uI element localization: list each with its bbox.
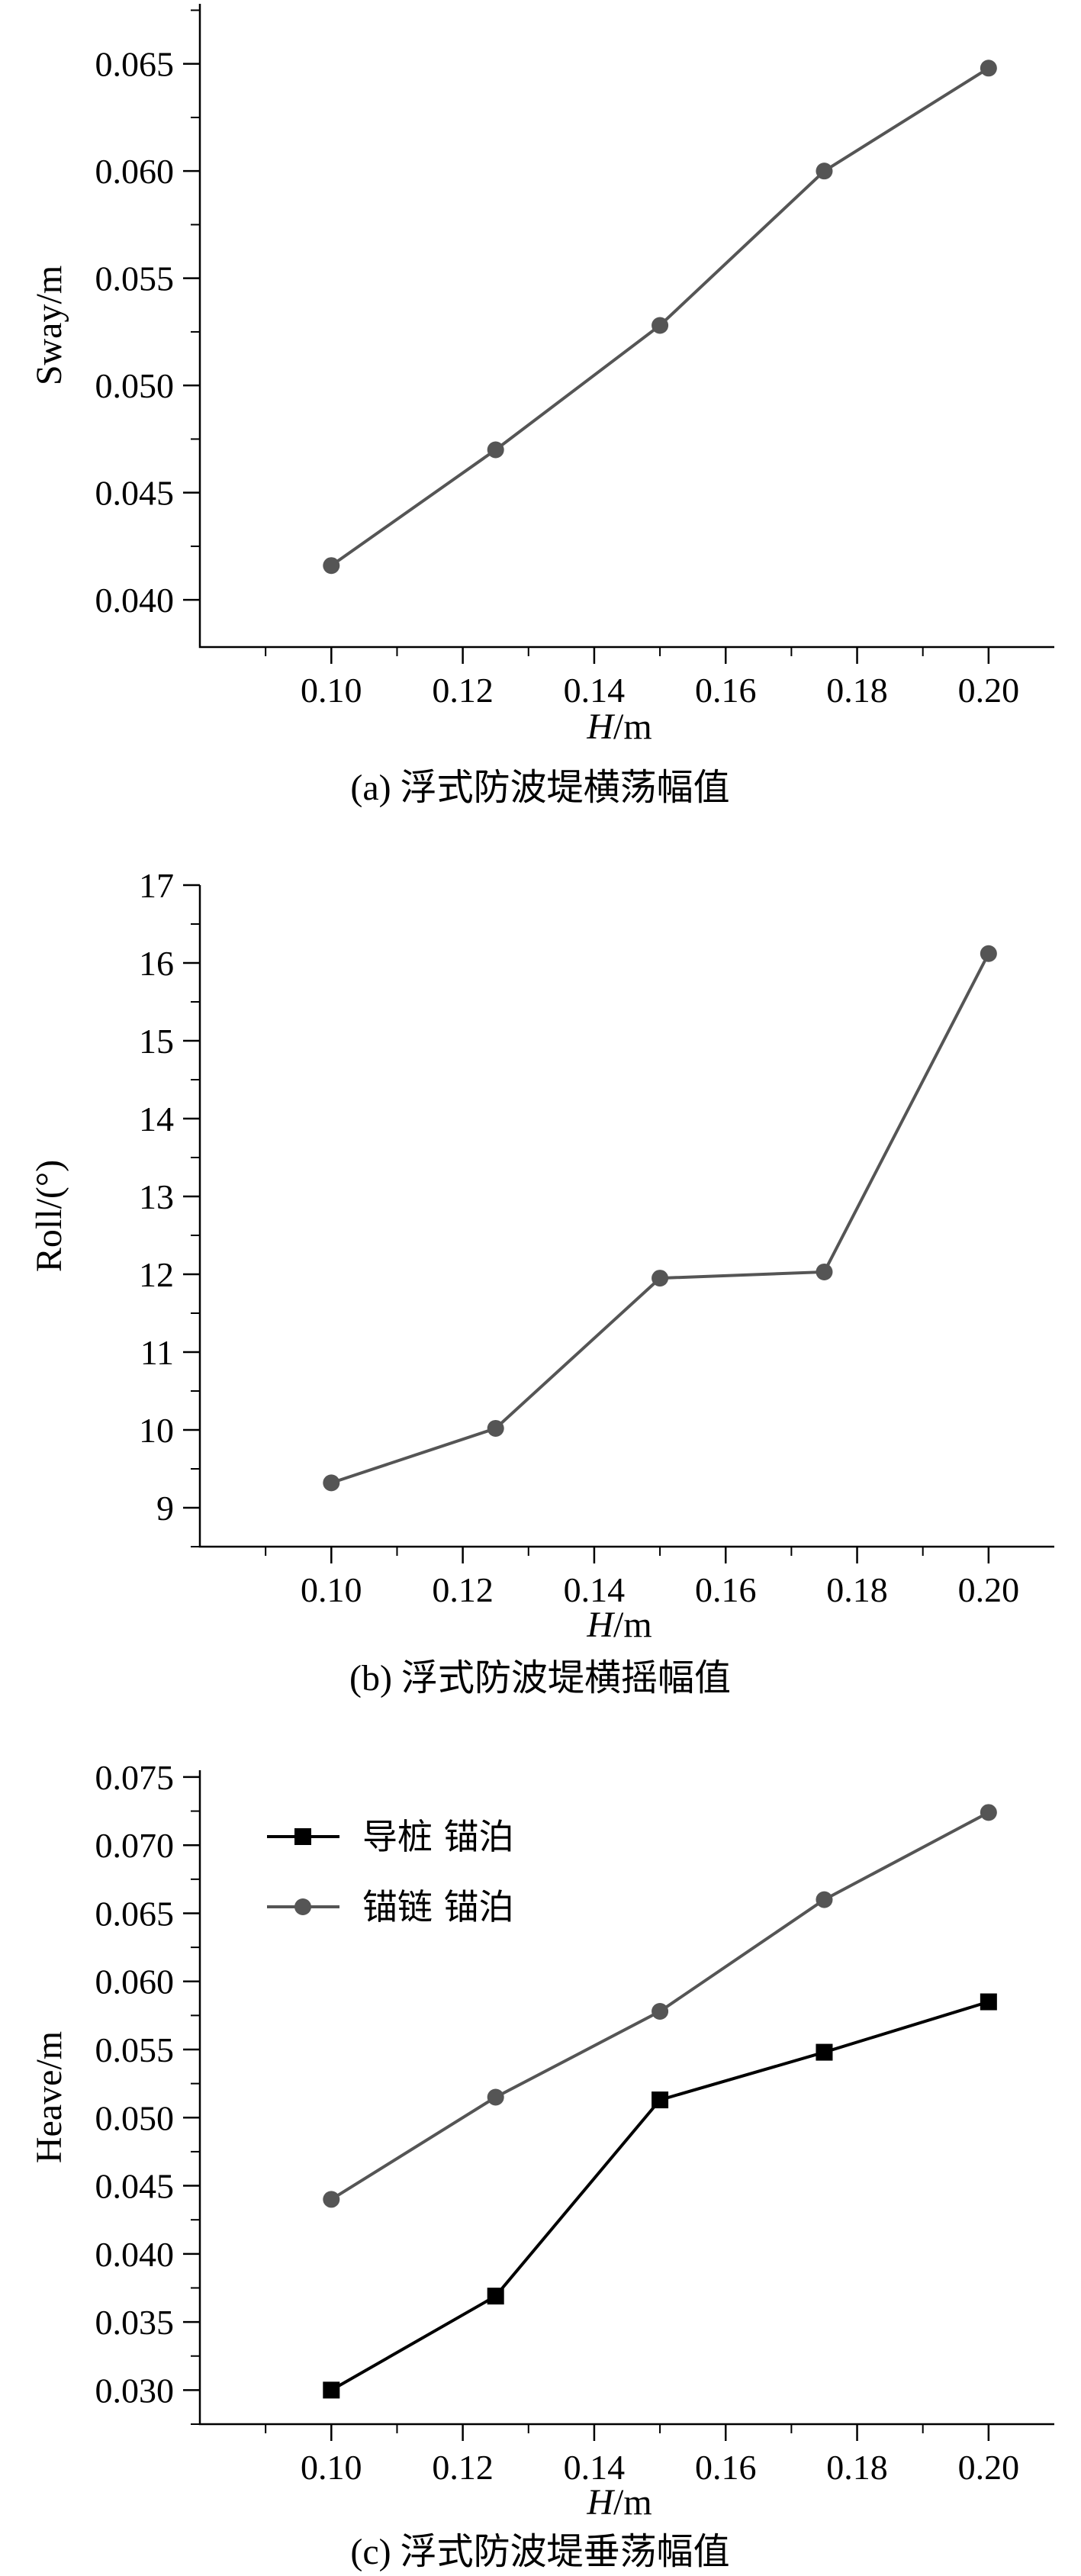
sway-x-tick-label: 0.14 bbox=[564, 671, 626, 710]
sway-y-tick-label: 0.065 bbox=[95, 45, 175, 84]
heave-y-tick-label: 0.040 bbox=[95, 2235, 175, 2274]
roll-chart: 0.10 0.12 0.14 0.16 0.18 0.20 9 10 11 12 13 14 15 16 1… bbox=[29, 866, 1054, 1699]
roll-x-axis-title: H/m bbox=[586, 1605, 651, 1645]
sway-series-line-0 bbox=[330, 66, 989, 567]
heave-x-tick-label: 0.16 bbox=[695, 2448, 757, 2487]
roll-data-point bbox=[323, 1474, 340, 1492]
chart-panel-sway: 0.10 0.12 0.14 0.16 0.18 0.20 0.040 0.045 0.050 0… bbox=[0, 0, 1081, 824]
heave-data-point bbox=[980, 1804, 997, 1821]
heave-data-point bbox=[816, 1891, 833, 1908]
sway-y-tick-label: 0.055 bbox=[95, 259, 175, 298]
heave-y-tick-label: 0.050 bbox=[95, 2098, 175, 2137]
roll-axes bbox=[198, 885, 1054, 1548]
sway-data-point bbox=[487, 441, 504, 459]
sway-chart: 0.10 0.12 0.14 0.16 0.18 0.20 0.040 0.045 0.050 0… bbox=[29, 4, 1054, 808]
sway-x-tick-label: 0.12 bbox=[432, 671, 494, 710]
heave-data-point bbox=[980, 1993, 997, 2011]
chart-panel-heave: 0.10 0.12 0.14 0.16 0.18 0.20 0.030 0.035 0.040 0… bbox=[0, 1724, 1081, 2576]
heave-chart: 0.10 0.12 0.14 0.16 0.18 0.20 0.030 0.035 0.040 0… bbox=[29, 1758, 1054, 2572]
heave-y-tick-label: 0.055 bbox=[95, 2030, 175, 2069]
sway-x-tick-label: 0.20 bbox=[958, 671, 1020, 710]
roll-y-tick-label: 16 bbox=[139, 944, 174, 983]
sway-caption: (a) 浮式防波堤横荡幅值 bbox=[350, 768, 729, 808]
roll-x-tick-label: 0.10 bbox=[301, 1570, 362, 1609]
roll-data-point bbox=[487, 1419, 504, 1437]
sway-y-tick-label: 0.060 bbox=[95, 152, 175, 191]
roll-series-line-0 bbox=[330, 952, 990, 1485]
roll-data-point bbox=[816, 1263, 833, 1280]
heave-data-point bbox=[487, 2288, 504, 2305]
roll-y-tick-label: 10 bbox=[139, 1411, 174, 1450]
sway-x-tick-label: 0.18 bbox=[826, 671, 888, 710]
legend-label: 导桩 锚泊 bbox=[362, 1816, 514, 1857]
legend-label: 锚链 锚泊 bbox=[362, 1886, 514, 1927]
sway-data-point bbox=[980, 60, 997, 77]
roll-y-tick-label: 12 bbox=[139, 1255, 174, 1294]
roll-caption: (b) 浮式防波堤横摇幅值 bbox=[349, 1658, 731, 1699]
roll-y-tick-label: 15 bbox=[139, 1022, 174, 1061]
legend-marker bbox=[294, 1828, 311, 1845]
sway-x-tick-label: 0.10 bbox=[301, 671, 362, 710]
roll-x-tick-label: 0.14 bbox=[564, 1570, 626, 1609]
heave-y-tick-label: 0.070 bbox=[95, 1826, 175, 1865]
roll-x-tick-label: 0.12 bbox=[432, 1570, 494, 1609]
heave-data-point bbox=[816, 2043, 833, 2061]
roll-data-point bbox=[651, 1270, 669, 1287]
heave-y-tick-label: 0.075 bbox=[95, 1758, 175, 1797]
sway-x-axis-title: H/m bbox=[586, 707, 651, 747]
sway-y-tick-label: 0.040 bbox=[95, 581, 175, 620]
roll-y-tick-label: 14 bbox=[139, 1100, 174, 1138]
sway-y-tick-label: 0.050 bbox=[95, 366, 175, 405]
heave-x-tick-label: 0.10 bbox=[301, 2448, 362, 2487]
heave-x-tick-label: 0.12 bbox=[432, 2448, 494, 2487]
sway-x-tick-label: 0.16 bbox=[695, 671, 757, 710]
sway-y-tick-label: 0.045 bbox=[95, 474, 175, 513]
sway-data-point bbox=[323, 557, 340, 575]
sway-data-point bbox=[816, 163, 833, 180]
chart-panel-roll: 0.10 0.12 0.14 0.16 0.18 0.20 9 10 11 12 13 14 15 16 1… bbox=[0, 847, 1081, 1702]
roll-x-tick-label: 0.18 bbox=[826, 1570, 888, 1609]
heave-x-tick-label: 0.14 bbox=[564, 2448, 626, 2487]
roll-y-tick-label: 9 bbox=[156, 1489, 174, 1528]
heave-series-line-0 bbox=[330, 2000, 989, 2392]
roll-data-point bbox=[980, 945, 997, 962]
heave-data-point bbox=[651, 2003, 669, 2021]
heave-data-point bbox=[323, 2191, 340, 2208]
heave-data-point bbox=[651, 2091, 669, 2109]
heave-x-axis-title: H/m bbox=[586, 2482, 651, 2523]
sway-data-point bbox=[651, 317, 669, 334]
heave-y-tick-label: 0.065 bbox=[95, 1894, 175, 1933]
roll-y-axis-title: Roll/(°) bbox=[29, 1160, 69, 1272]
sway-axes bbox=[198, 4, 1054, 649]
heave-data-point bbox=[323, 2381, 340, 2399]
heave-data-point bbox=[487, 2088, 504, 2106]
roll-x-tick-label: 0.20 bbox=[958, 1570, 1020, 1609]
heave-y-tick-label: 0.060 bbox=[95, 1963, 175, 2001]
roll-y-tick-label: 11 bbox=[140, 1333, 174, 1372]
heave-y-tick-label: 0.035 bbox=[95, 2303, 175, 2342]
roll-x-tick-label: 0.16 bbox=[695, 1570, 757, 1609]
heave-y-tick-label: 0.045 bbox=[95, 2167, 175, 2206]
heave-caption: (c) 浮式防波堤垂荡幅值 bbox=[350, 2532, 729, 2572]
heave-x-tick-label: 0.20 bbox=[958, 2448, 1020, 2487]
sway-y-axis-title: Sway/m bbox=[29, 266, 69, 385]
roll-y-tick-label: 13 bbox=[139, 1177, 174, 1216]
legend-marker bbox=[294, 1898, 311, 1915]
roll-y-tick-label: 17 bbox=[139, 866, 174, 905]
heave-x-tick-label: 0.18 bbox=[826, 2448, 888, 2487]
heave-axes bbox=[198, 1770, 1054, 2426]
heave-y-tick-label: 0.030 bbox=[95, 2371, 175, 2410]
heave-y-axis-title: Heave/m bbox=[29, 2031, 69, 2163]
